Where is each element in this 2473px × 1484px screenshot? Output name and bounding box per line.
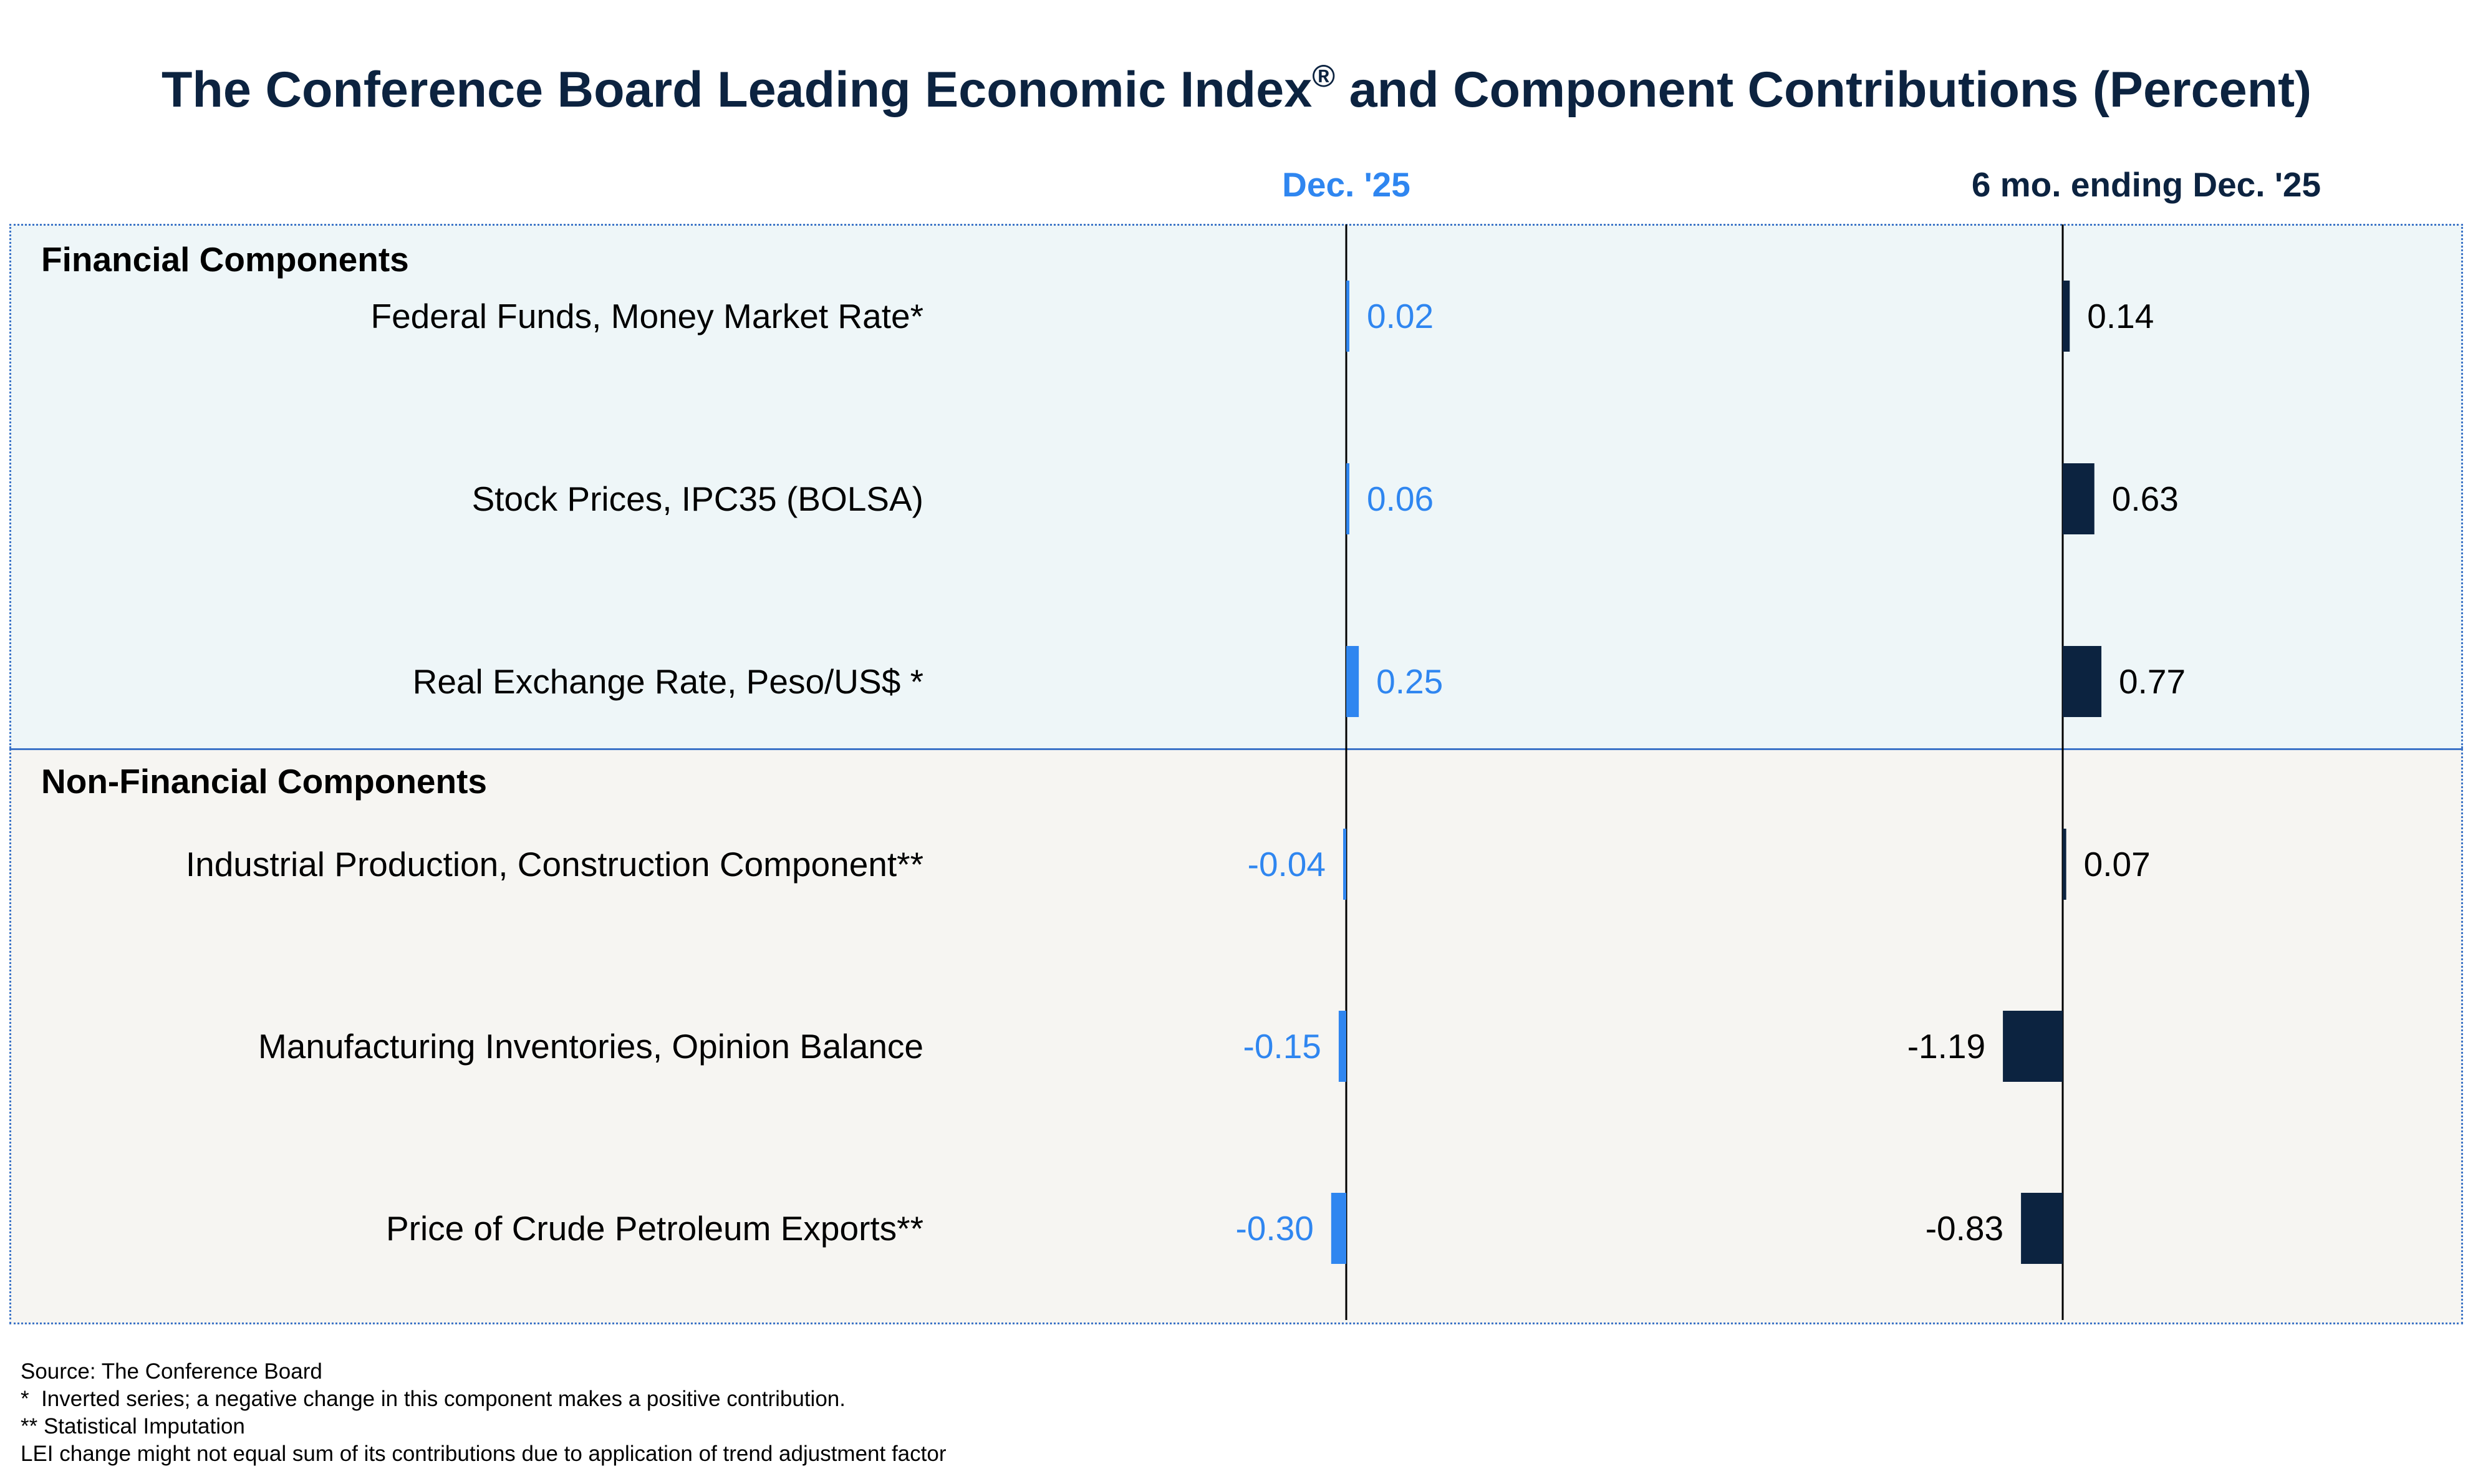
current-value-label: 0.25 (1376, 662, 1443, 701)
current-bar (1346, 281, 1349, 352)
financial-section-label: Financial Components (41, 240, 409, 279)
six-month-bar (2063, 281, 2070, 352)
six-month-bar (2003, 1011, 2063, 1082)
six-month-header: 6 mo. ending Dec. '25 (1971, 165, 2321, 204)
six-month-value-label: 0.63 (2112, 479, 2179, 518)
registered-mark: ® (1312, 59, 1336, 94)
six-month-bar (2063, 829, 2066, 900)
six-month-value-label: -1.19 (1907, 1027, 1985, 1066)
nonfinancial-section-label: Non-Financial Components (41, 762, 487, 801)
footnotes: Source: The Conference Board * Inverted … (21, 1358, 947, 1468)
current-value-label: -0.15 (1243, 1027, 1321, 1066)
current-bar (1331, 1193, 1346, 1264)
trend-adjustment-note: LEI change might not equal sum of its co… (21, 1442, 947, 1466)
six-month-value-label: 0.07 (2084, 845, 2151, 884)
six-month-value-label: 0.14 (2087, 297, 2154, 335)
current-month-header: Dec. '25 (1282, 165, 1410, 204)
current-bar (1343, 829, 1346, 900)
imputation-note: ** Statistical Imputation (21, 1414, 245, 1438)
current-bar (1346, 646, 1359, 717)
financial-components-panel: Financial Components (9, 224, 2463, 748)
row-label-manufacturing-inventories: Manufacturing Inventories, Opinion Balan… (258, 1027, 923, 1066)
row-label-crude-petroleum: Price of Crude Petroleum Exports** (385, 1209, 923, 1248)
current-value-label: 0.06 (1367, 479, 1434, 518)
current-value-label: 0.02 (1367, 297, 1434, 335)
six-month-value-label: -0.83 (1926, 1209, 2003, 1248)
current-bar (1338, 1011, 1346, 1082)
chart-title: The Conference Board Leading Economic In… (161, 59, 2312, 118)
six-month-value-label: 0.77 (2119, 662, 2186, 701)
current-value-label: -0.04 (1248, 845, 1326, 884)
six-month-bar (2021, 1193, 2063, 1264)
row-label-industrial-production: Industrial Production, Construction Comp… (185, 845, 923, 884)
six-month-bar (2063, 646, 2102, 717)
current-bar (1346, 463, 1349, 534)
row-label-stock-prices: Stock Prices, IPC35 (BOLSA) (471, 479, 923, 518)
six-month-bar (2063, 463, 2095, 534)
source-note: Source: The Conference Board (21, 1359, 322, 1384)
inverted-series-note: * Inverted series; a negative change in … (21, 1387, 846, 1411)
row-label-federal-funds: Federal Funds, Money Market Rate* (370, 297, 924, 335)
current-value-label: -0.30 (1235, 1209, 1313, 1248)
row-label-real-exchange-rate: Real Exchange Rate, Peso/US$ * (412, 662, 923, 701)
